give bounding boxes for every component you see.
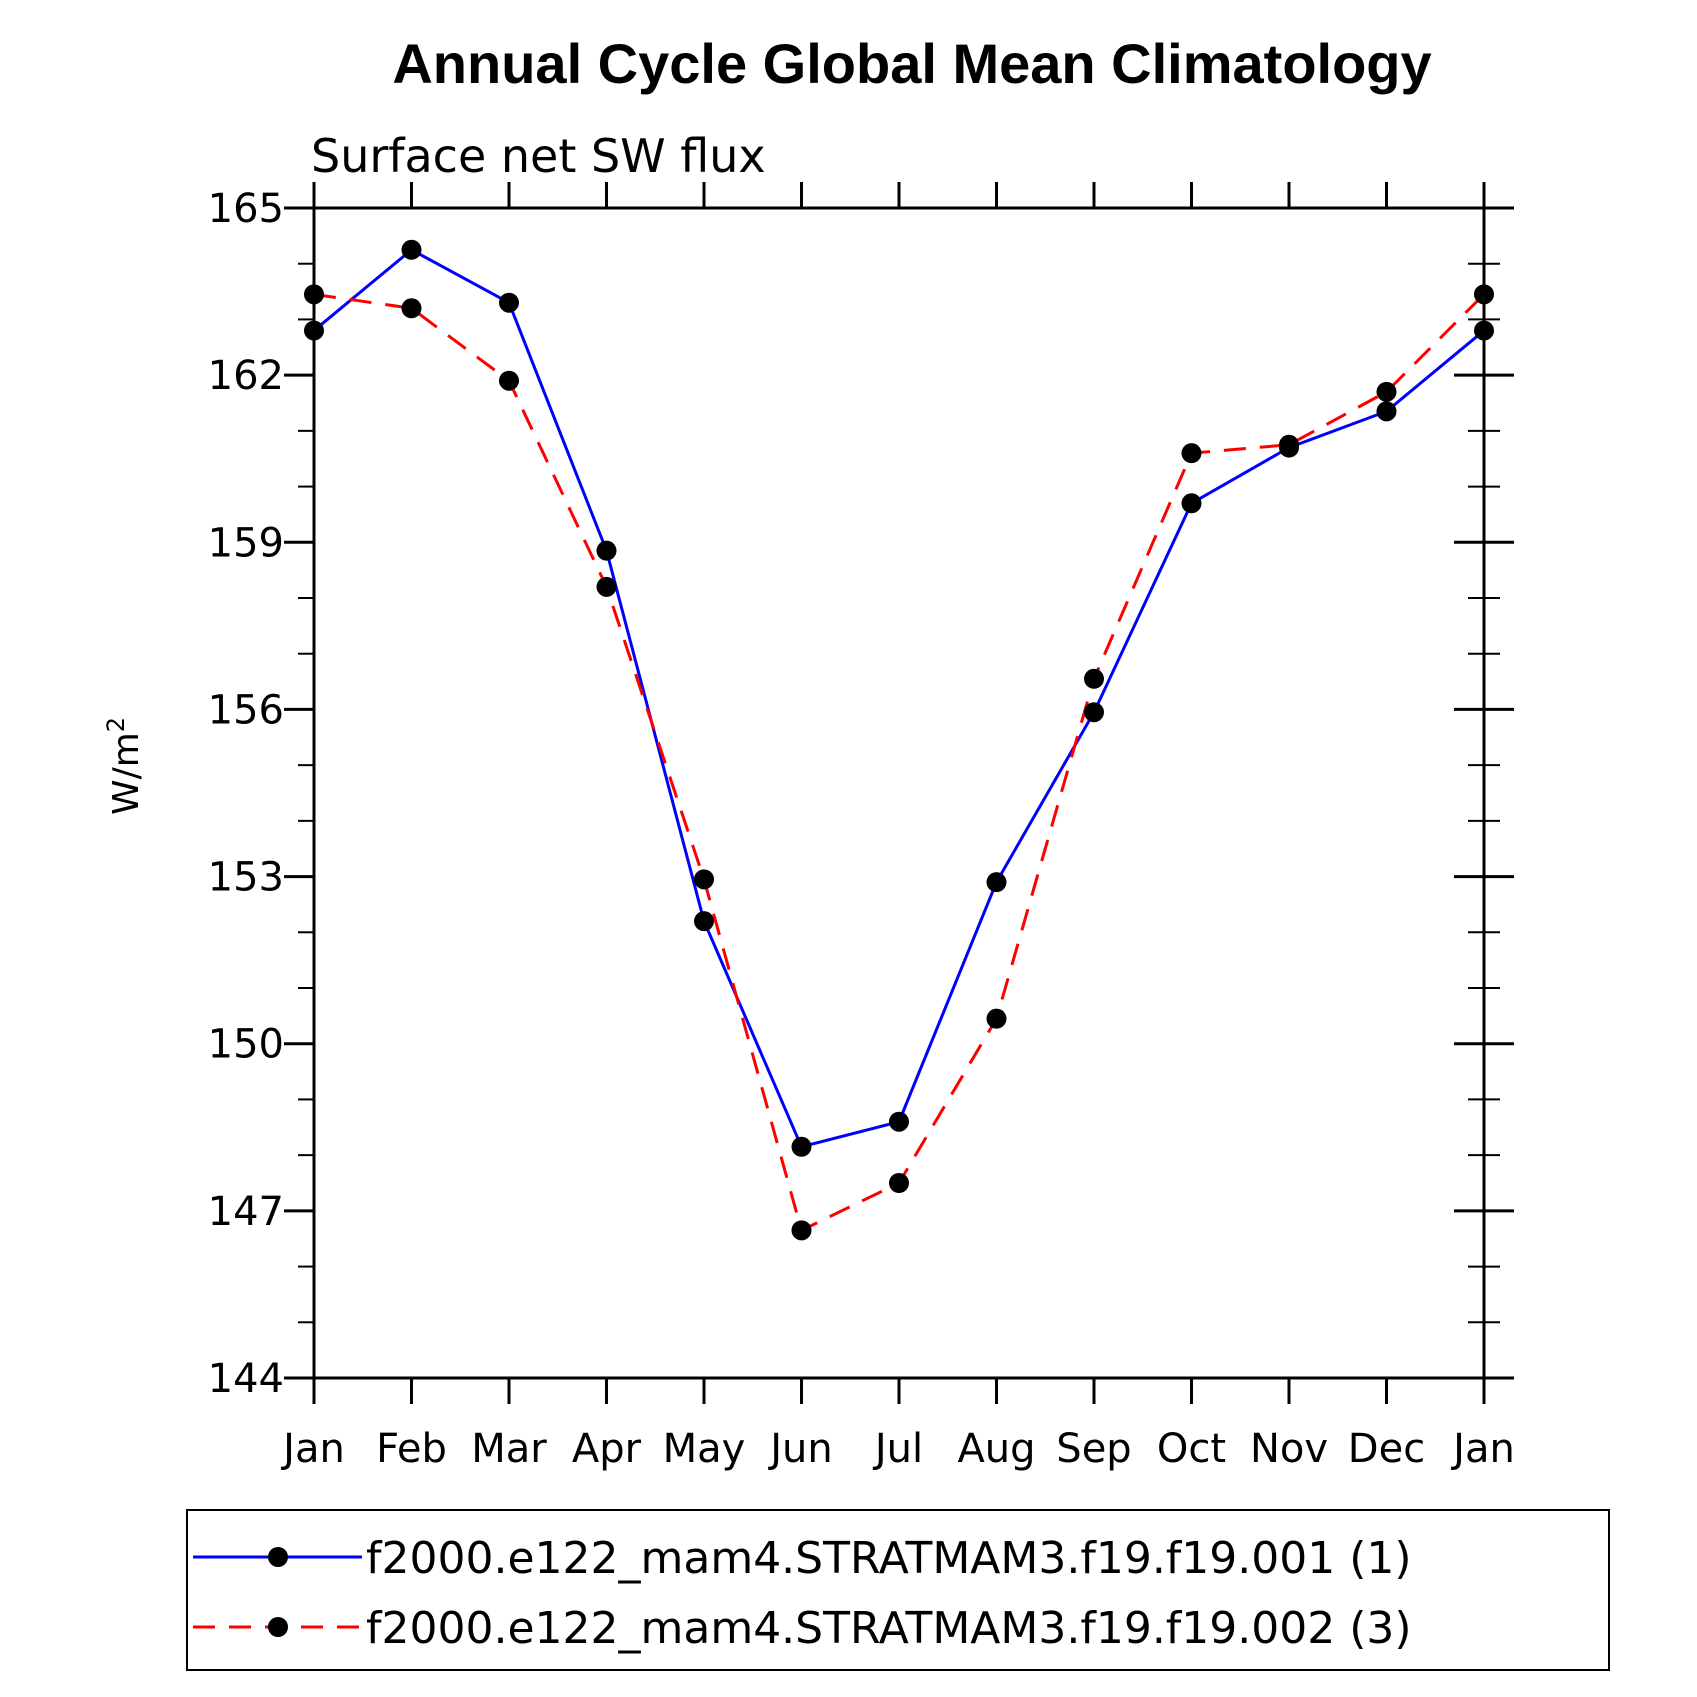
legend-label-series-1: f2000.e122_mam4.STRATMAM3.f19.f19.001 (1…	[366, 1533, 1412, 1584]
y-tick-labels: 144 147 150 153 156 159 162 165	[208, 186, 284, 1402]
series-1-point	[791, 1136, 812, 1157]
y-tick-label: 156	[208, 687, 284, 733]
series-1-point	[304, 320, 324, 341]
y-tick-label: 162	[208, 353, 284, 399]
x-tick-label: Feb	[376, 1426, 447, 1472]
series-2-point	[1084, 668, 1104, 689]
axis-ticks	[284, 182, 1514, 1404]
x-tick-label: Jan	[1450, 1426, 1515, 1472]
y-tick-label: 159	[208, 520, 284, 566]
y-tick-label: 165	[208, 186, 284, 232]
series-2-point	[1376, 381, 1397, 402]
legend: f2000.e122_mam4.STRATMAM3.f19.f19.001 (1…	[186, 1509, 1610, 1671]
series-2-point	[1181, 443, 1202, 464]
x-tick-label: May	[663, 1426, 746, 1472]
series-2-point	[596, 576, 617, 597]
legend-label-series-2: f2000.e122_mam4.STRATMAM3.f19.f19.002 (3…	[366, 1603, 1412, 1654]
series-2-point	[304, 284, 324, 305]
series-1-point	[889, 1111, 909, 1132]
legend-box	[186, 1509, 1610, 1671]
svg-text:W/m2: W/m2	[102, 717, 147, 815]
x-tick-label: Sep	[1056, 1426, 1131, 1472]
y-tick-label: 144	[208, 1356, 284, 1402]
y-axis-label-superscript: 2	[102, 717, 130, 732]
series-2-point	[889, 1173, 909, 1193]
series-1-point	[596, 540, 617, 561]
series-1-point	[1474, 320, 1494, 341]
series-1-point	[694, 911, 714, 932]
series-2-point	[499, 370, 519, 391]
series-2-point	[1474, 284, 1494, 305]
x-tick-label: Jul	[872, 1426, 923, 1472]
series-2-point	[791, 1220, 812, 1241]
plot-frame	[312, 206, 1486, 1380]
series-2-point	[1279, 434, 1299, 455]
series-1-point	[499, 292, 519, 313]
x-tick-labels: Jan Feb Mar Apr May Jun Jul Aug Sep Oct Nov Dec Jan	[280, 1426, 1515, 1472]
y-axis-label: W/m2	[102, 717, 147, 815]
series-1-point	[986, 872, 1007, 893]
series-2-point	[401, 298, 422, 319]
series-line-2	[313, 292, 1486, 1233]
series-1-point	[1181, 493, 1202, 514]
x-tick-label: Jun	[767, 1426, 833, 1472]
y-axis-label-text: W/m	[106, 732, 147, 815]
y-tick-label: 147	[208, 1189, 284, 1235]
y-tick-label: 150	[208, 1022, 284, 1068]
series-layer	[304, 239, 1494, 1241]
y-tick-label: 153	[208, 855, 284, 901]
legend-marker-series-1	[268, 1547, 288, 1567]
x-tick-label: Oct	[1157, 1426, 1226, 1472]
x-tick-label: Apr	[572, 1426, 642, 1472]
x-tick-label: Mar	[471, 1426, 547, 1472]
chart-subtitle: Surface net SW flux	[311, 129, 766, 183]
x-tick-label: Dec	[1348, 1426, 1425, 1472]
chart-title: Annual Cycle Global Mean Climatology	[392, 32, 1431, 95]
series-1-point	[1084, 702, 1104, 723]
series-2-point	[986, 1008, 1007, 1029]
x-tick-label: Jan	[280, 1426, 345, 1472]
x-tick-label: Nov	[1250, 1426, 1328, 1472]
series-1-point	[1376, 401, 1397, 422]
series-line-1	[313, 247, 1485, 1149]
legend-marker-series-2	[268, 1617, 288, 1637]
series-2-point	[694, 869, 714, 890]
series-1-point	[401, 239, 422, 260]
x-tick-label: Aug	[957, 1426, 1035, 1472]
